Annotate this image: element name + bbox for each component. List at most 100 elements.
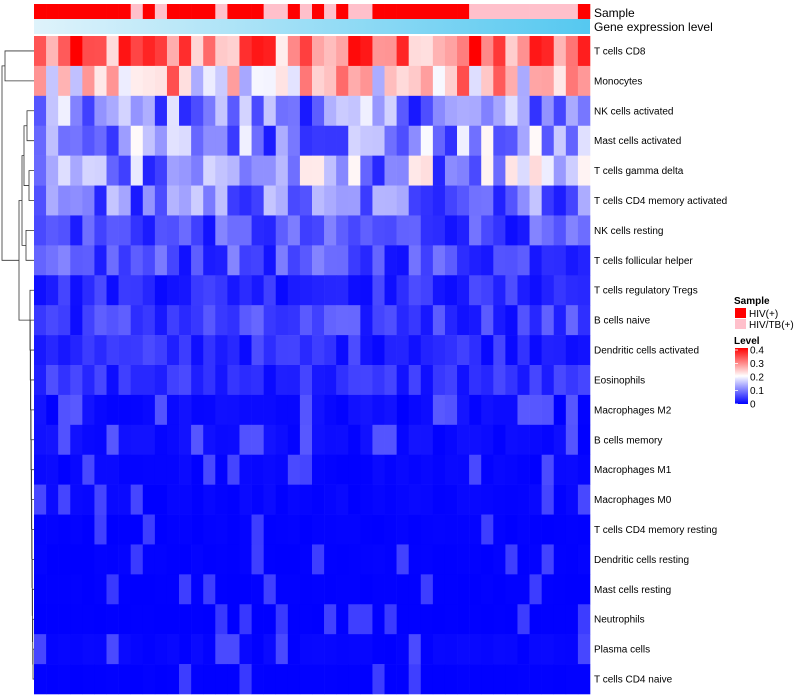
heatmap-cell — [118, 95, 131, 127]
heatmap-cell — [360, 365, 373, 396]
row-label: T cells CD4 memory activated — [594, 196, 727, 207]
heatmap-cell — [203, 634, 216, 665]
heatmap-cell — [565, 604, 579, 635]
heatmap-cell — [541, 634, 555, 665]
heatmap-cell — [130, 574, 144, 605]
heatmap-cell — [106, 245, 119, 276]
heatmap-cell — [360, 544, 373, 575]
heatmap-cell — [529, 424, 542, 456]
heatmap-cell — [529, 185, 542, 216]
heatmap-cell — [154, 305, 168, 336]
heatmap-cell — [263, 275, 277, 306]
heatmap-cell — [179, 215, 192, 246]
heatmap-cell — [203, 664, 216, 695]
heatmap-cell — [360, 95, 373, 127]
heatmap-cell — [432, 454, 446, 485]
heatmap-cell — [166, 305, 180, 336]
heatmap-cell — [130, 514, 144, 545]
heatmap-cell — [251, 65, 264, 97]
heatmap-cell — [457, 574, 470, 605]
heatmap-cell — [541, 424, 555, 456]
heatmap-cell — [58, 514, 71, 545]
heatmap-cell — [275, 335, 289, 366]
heatmap-cell — [577, 275, 591, 306]
row-label: Macrophages M2 — [594, 405, 672, 416]
heatmap-cell — [203, 305, 216, 336]
heatmap-cell — [70, 454, 83, 485]
heatmap-cell — [493, 215, 506, 246]
heatmap-cell — [408, 514, 422, 545]
heatmap-cell — [469, 185, 482, 216]
heatmap-cell — [251, 544, 264, 575]
heatmap-cell — [396, 604, 409, 635]
heatmap-cell — [384, 454, 397, 485]
heatmap-cell — [299, 664, 313, 695]
dendrogram-link — [26, 110, 34, 142]
heatmap-cell — [166, 544, 180, 575]
heatmap-cell — [142, 305, 156, 336]
heatmap-cell — [275, 125, 289, 156]
heatmap-cell — [469, 574, 482, 605]
sample-cell — [481, 4, 494, 19]
row-label: Neutrophils — [594, 615, 645, 626]
heatmap-cell — [70, 185, 83, 216]
heatmap-cell — [324, 454, 337, 485]
heatmap-cell — [469, 604, 482, 635]
heatmap-cell — [444, 574, 458, 605]
heatmap-cell — [577, 664, 591, 695]
heatmap-cell — [299, 604, 313, 635]
heatmap-cell — [299, 574, 313, 605]
heatmap-cell — [505, 394, 518, 426]
heatmap-cell — [227, 215, 240, 246]
heatmap-cell — [420, 125, 434, 156]
heatmap-cell — [372, 185, 385, 216]
heatmap-cell — [408, 36, 422, 67]
heatmap-cell — [34, 36, 47, 67]
heatmap-cell — [287, 215, 301, 246]
heatmap-cell — [275, 664, 289, 695]
heatmap-cell — [70, 245, 83, 276]
heatmap-cell — [469, 335, 482, 366]
heatmap-cell — [58, 424, 71, 456]
heatmap-cell — [529, 544, 542, 575]
heatmap-cell — [118, 245, 131, 276]
heatmap-cell — [251, 484, 264, 515]
heatmap-cell — [312, 394, 325, 426]
heatmap-cell — [505, 664, 518, 695]
heatmap-cell — [142, 65, 156, 97]
heatmap-cell — [34, 155, 47, 186]
heatmap-cell — [541, 185, 555, 216]
row-label: T cells follicular helper — [594, 256, 693, 267]
heatmap-cell — [372, 95, 385, 127]
dendrogram-link — [31, 559, 34, 616]
heatmap-cell — [179, 664, 192, 695]
heatmap-cell — [227, 65, 240, 97]
heatmap-cell — [239, 335, 252, 366]
heatmap-cell — [396, 155, 409, 186]
heatmap-cell — [420, 36, 434, 67]
heatmap-cell — [553, 36, 567, 67]
heatmap-cell — [275, 155, 289, 186]
heatmap-cell — [299, 305, 313, 336]
heatmap-cell — [420, 634, 434, 665]
heatmap-cell — [142, 514, 156, 545]
heatmap-cell — [287, 424, 301, 456]
heatmap-cell — [191, 664, 204, 695]
heatmap-cell — [215, 394, 228, 426]
heatmap-cell — [408, 125, 422, 156]
heatmap-cell — [312, 664, 325, 695]
heatmap-cell — [481, 365, 494, 396]
heatmap-cell — [324, 305, 337, 336]
heatmap-cell — [299, 514, 313, 545]
heatmap-cell — [179, 454, 192, 485]
heatmap-cell — [384, 185, 397, 216]
heatmap-cell — [251, 245, 264, 276]
heatmap-cell — [58, 394, 71, 426]
heatmap-cell — [372, 394, 385, 426]
heatmap-cell — [191, 125, 204, 156]
heatmap-cell — [324, 275, 337, 306]
sample-cell — [336, 4, 349, 19]
heatmap-cell — [287, 245, 301, 276]
heatmap-cell — [130, 394, 144, 426]
heatmap-cell — [505, 454, 518, 485]
